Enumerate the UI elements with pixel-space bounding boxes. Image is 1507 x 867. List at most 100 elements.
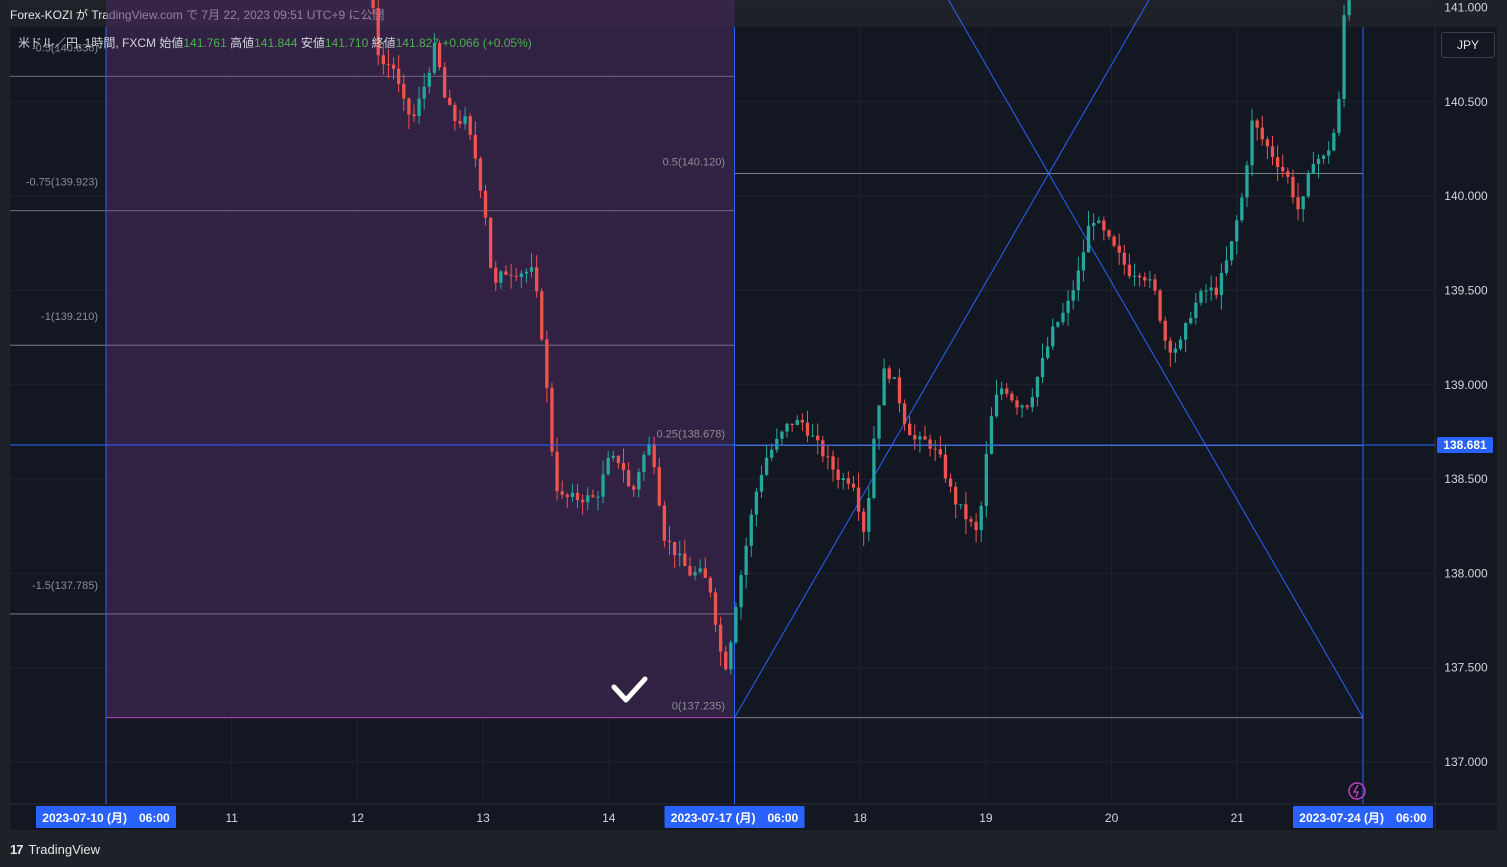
candle-body xyxy=(734,607,738,643)
candle-body xyxy=(846,478,851,484)
candle-body xyxy=(1342,15,1346,99)
candle-body xyxy=(989,416,994,454)
candle-body xyxy=(739,575,743,608)
close-label: 終値 xyxy=(371,36,396,50)
candle-body xyxy=(1229,241,1234,261)
time-tick-label: 18 xyxy=(854,811,868,825)
candle-body xyxy=(483,190,488,218)
candle-body xyxy=(708,577,713,593)
candle-body xyxy=(1311,163,1316,173)
candle-body xyxy=(402,83,406,99)
price-tick-label: 140.000 xyxy=(1444,189,1488,203)
candle-body xyxy=(1137,275,1142,278)
symbol-label[interactable]: 米ドル／円, 1時間, FXCM xyxy=(18,36,157,50)
candle-body xyxy=(391,64,396,69)
candle-body xyxy=(432,42,437,73)
candle-body xyxy=(862,511,866,532)
candle-body xyxy=(1061,312,1065,323)
candle-body xyxy=(606,457,610,475)
candle-body xyxy=(540,291,544,340)
candle-body xyxy=(1235,220,1239,242)
fib-left-label: -1(139.210) xyxy=(41,311,98,323)
candle-body xyxy=(887,368,891,379)
fib-left-label: -0.5(140.636) xyxy=(32,42,98,54)
price-scale[interactable] xyxy=(1435,27,1497,804)
candle-body xyxy=(1219,272,1224,296)
candle-body xyxy=(519,273,523,277)
candle-body xyxy=(831,456,835,470)
candle-body xyxy=(1214,287,1218,296)
candle-body xyxy=(417,98,421,117)
candle-body xyxy=(1240,197,1244,221)
candle-body xyxy=(463,116,467,124)
candle-body xyxy=(759,474,764,492)
candle-body xyxy=(1194,302,1198,319)
candle-body xyxy=(565,494,569,497)
candle-body xyxy=(1117,245,1121,253)
candle-body xyxy=(1000,388,1004,395)
candle-body xyxy=(1122,252,1126,265)
time-highlight-bg xyxy=(36,806,176,828)
lightning-bolt xyxy=(1352,784,1359,798)
candle-body xyxy=(1051,326,1055,347)
candle-body xyxy=(943,454,948,479)
low-label: 安値 xyxy=(300,36,325,50)
candle-body xyxy=(984,453,988,506)
candle-body xyxy=(473,134,477,159)
fib-zone-left xyxy=(106,0,735,718)
change-value: +0.066 (+0.05%) xyxy=(442,36,532,50)
candle-body xyxy=(667,540,672,542)
close-value: 141.827 xyxy=(395,36,440,50)
candle-body xyxy=(422,86,426,99)
fib-left-label: -0.75(139.923) xyxy=(26,177,98,189)
candle-body xyxy=(1020,405,1024,408)
currency-button[interactable]: JPY xyxy=(1441,32,1495,58)
candle-body xyxy=(816,435,820,441)
time-highlight-bg xyxy=(664,806,805,828)
candle-body xyxy=(642,454,646,473)
candle-body xyxy=(718,624,723,652)
candle-body xyxy=(529,267,534,272)
candle-body xyxy=(821,440,825,457)
candle-body xyxy=(427,72,431,87)
crosshair-price-tag: 138.681 xyxy=(1443,438,1487,452)
candle-body xyxy=(744,545,748,576)
candle-body xyxy=(586,495,590,503)
candle-body xyxy=(1035,377,1040,398)
candle-body xyxy=(442,67,447,98)
candle-body xyxy=(836,469,840,480)
candle-body xyxy=(693,571,697,576)
time-highlight-label: 2023-07-17 (月) 06:00 xyxy=(671,811,799,825)
candle-body xyxy=(780,431,784,439)
fib-right-label: 0(137.235) xyxy=(672,701,725,713)
candle-body xyxy=(703,568,707,578)
candle-body xyxy=(688,566,692,576)
candle-body xyxy=(478,158,483,191)
candle-body xyxy=(1204,290,1208,292)
candle-body xyxy=(524,271,529,274)
candle-body xyxy=(1015,400,1019,408)
cross-line-up xyxy=(734,0,1150,718)
candle-body xyxy=(1158,290,1162,321)
fib-layer[interactable]: 0.75(144.199)0.5(143.487)0.25(142.774)0(… xyxy=(10,0,1364,804)
candle-body xyxy=(882,368,886,406)
tradingview-logo[interactable]: 17 TradingView xyxy=(10,842,100,857)
candle-body xyxy=(1091,222,1096,226)
candle-body xyxy=(575,492,580,500)
time-tick-label: 13 xyxy=(476,811,490,825)
time-tick-label: 21 xyxy=(1231,811,1245,825)
high-value: 141.844 xyxy=(254,36,298,50)
candle-body xyxy=(1030,397,1034,408)
candle-body xyxy=(948,478,953,487)
candle-body xyxy=(570,492,575,497)
candle-body xyxy=(1255,120,1259,128)
candle-body xyxy=(698,568,702,572)
candle-body xyxy=(1296,197,1300,210)
time-highlight-label: 2023-07-10 (月) 06:00 xyxy=(42,811,170,825)
candle-body xyxy=(1153,279,1157,291)
candle-body xyxy=(504,271,508,275)
candle-body xyxy=(1168,340,1172,353)
candle-body xyxy=(1209,287,1213,291)
